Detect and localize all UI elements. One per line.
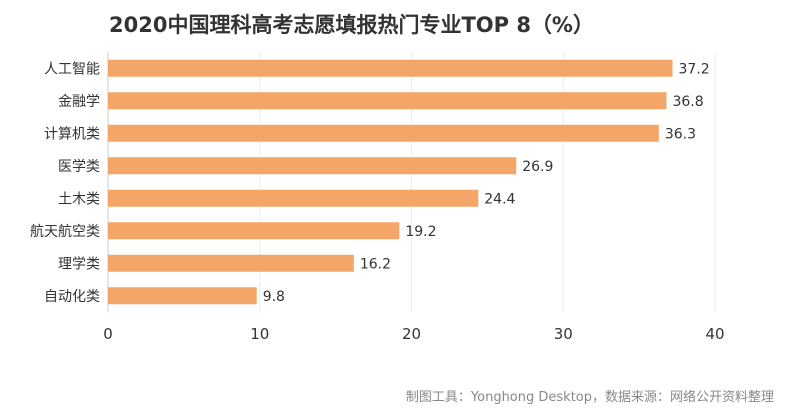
- x-tick-label: 20: [402, 325, 421, 343]
- bar: [108, 124, 659, 142]
- data-label: 19.2: [405, 224, 436, 240]
- category-label: 人工智能: [44, 61, 100, 77]
- data-label: 9.8: [263, 289, 285, 305]
- x-tick-label: 40: [705, 325, 724, 343]
- bar: [108, 92, 667, 110]
- bar: [108, 254, 354, 272]
- category-label: 土木类: [58, 191, 100, 207]
- x-tick-label: 0: [103, 325, 113, 343]
- category-label: 计算机类: [44, 126, 100, 142]
- source-note: 制图工具：Yonghong Desktop，数据来源：网络公开资料整理: [405, 390, 774, 405]
- bar: [108, 189, 479, 207]
- bar: [108, 59, 673, 77]
- category-label: 医学类: [58, 159, 100, 175]
- data-label: 36.8: [672, 94, 703, 110]
- data-label: 16.2: [360, 256, 391, 272]
- category-label: 航天航空类: [30, 224, 100, 240]
- category-label: 自动化类: [44, 289, 100, 305]
- data-label: 36.3: [665, 126, 696, 142]
- data-label: 26.9: [522, 159, 553, 175]
- bar: [108, 222, 400, 240]
- category-label: 金融学: [58, 94, 100, 110]
- chart-title: 2020中国理科高考志愿填报热门专业TOP 8（%）: [109, 13, 594, 37]
- data-label: 37.2: [679, 61, 710, 77]
- data-label: 24.4: [484, 191, 515, 207]
- x-tick-label: 30: [554, 325, 573, 343]
- category-label: 理学类: [58, 256, 100, 272]
- x-tick-label: 10: [250, 325, 269, 343]
- bar: [108, 287, 257, 305]
- bar: [108, 157, 517, 175]
